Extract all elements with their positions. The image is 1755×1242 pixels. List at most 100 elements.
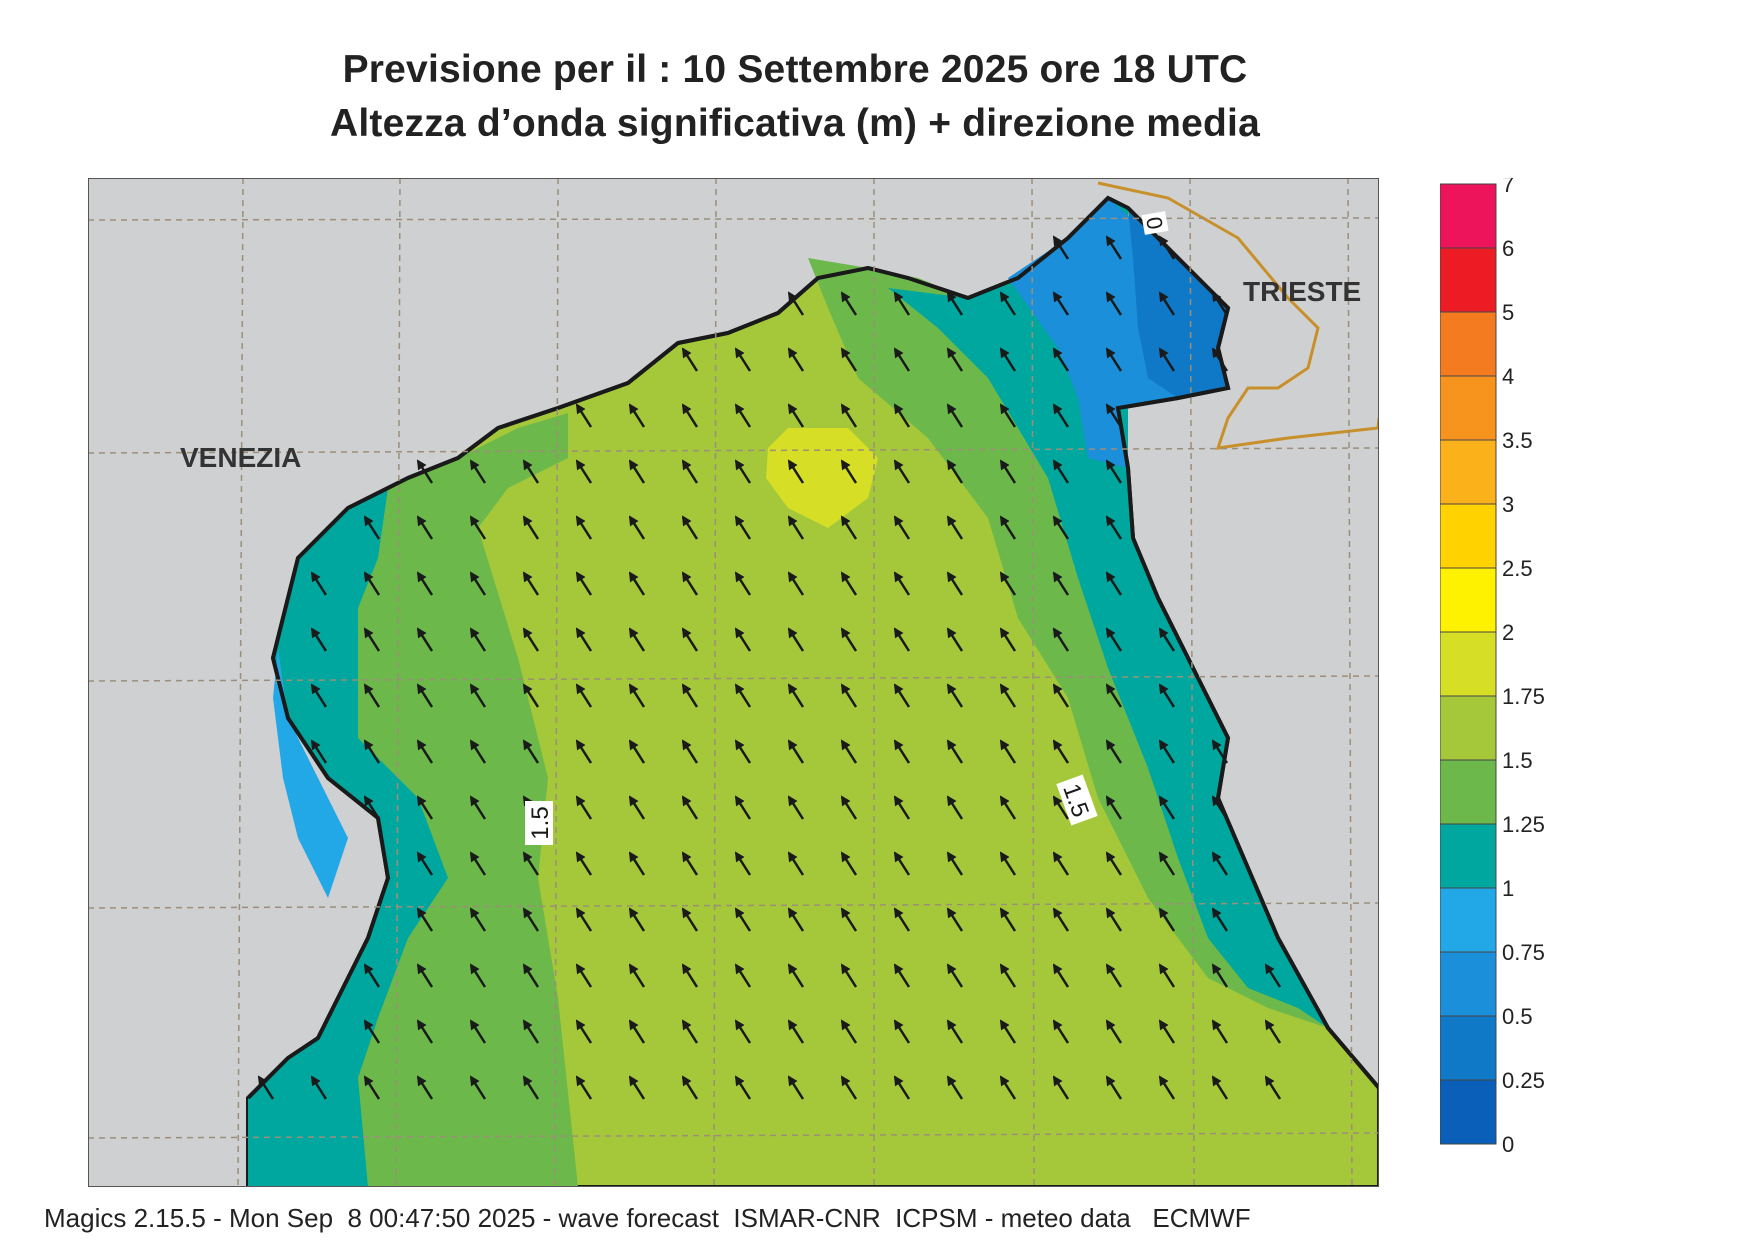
direction-arrow — [628, 571, 646, 596]
direction-arrow — [628, 851, 646, 876]
contour-label-text-left: 1.5 — [527, 806, 554, 839]
direction-arrow — [469, 515, 487, 540]
legend-tick-label: 7 — [1502, 178, 1514, 197]
direction-arrow — [416, 851, 434, 876]
direction-arrow — [522, 963, 540, 988]
direction-arrow — [1211, 291, 1229, 316]
direction-arrow — [681, 571, 699, 596]
direction-arrow — [1264, 963, 1282, 988]
direction-arrow — [1052, 347, 1070, 372]
direction-arrow — [681, 683, 699, 708]
direction-arrow — [840, 403, 858, 428]
direction-arrow — [734, 795, 752, 820]
direction-arrow — [946, 683, 964, 708]
direction-arrow — [310, 627, 328, 652]
direction-arrow — [1158, 963, 1176, 988]
direction-arrow — [416, 1075, 434, 1100]
legend-tick-label: 5 — [1502, 300, 1514, 325]
direction-arrow — [946, 1075, 964, 1100]
direction-arrow — [893, 683, 911, 708]
legend-swatch — [1440, 1079, 1497, 1145]
direction-arrow — [840, 683, 858, 708]
direction-arrow — [787, 795, 805, 820]
direction-arrow — [1052, 291, 1070, 316]
direction-arrow — [999, 571, 1017, 596]
direction-arrow — [1211, 1075, 1229, 1100]
legend-swatch — [1440, 439, 1497, 505]
direction-arrow — [469, 571, 487, 596]
direction-arrow — [575, 795, 593, 820]
direction-arrow — [787, 291, 805, 316]
legend-tick-label: 1.5 — [1502, 748, 1533, 773]
direction-arrow — [575, 963, 593, 988]
color-legend: 0 0.25 0.5 0.75 1 1.25 1.5 1.75 2 2.5 3 3.5 4 5 6 7 — [1440, 178, 1545, 1157]
direction-arrow — [310, 683, 328, 708]
direction-arrow — [1105, 459, 1123, 484]
direction-arrow — [999, 907, 1017, 932]
legend-tick-label: 6 — [1502, 236, 1514, 261]
legend-tick-label: 0.25 — [1502, 1068, 1545, 1093]
direction-arrow — [522, 851, 540, 876]
direction-arrow — [522, 907, 540, 932]
direction-arrow — [840, 627, 858, 652]
direction-arrow — [787, 907, 805, 932]
direction-arrow — [363, 1019, 381, 1044]
direction-arrow — [999, 1075, 1017, 1100]
direction-arrow — [734, 347, 752, 372]
direction-arrow — [734, 907, 752, 932]
direction-arrow — [734, 739, 752, 764]
direction-arrow — [787, 739, 805, 764]
direction-arrow — [1211, 739, 1229, 764]
direction-arrow — [628, 627, 646, 652]
direction-arrow — [681, 963, 699, 988]
direction-arrow — [734, 627, 752, 652]
direction-arrow — [628, 963, 646, 988]
direction-arrow — [1052, 683, 1070, 708]
direction-arrow — [893, 963, 911, 988]
direction-arrow — [840, 851, 858, 876]
direction-arrow — [522, 571, 540, 596]
legend-swatch — [1440, 887, 1497, 953]
direction-arrow — [1264, 1075, 1282, 1100]
direction-arrow — [893, 739, 911, 764]
band-right-0.5 — [1128, 208, 1228, 398]
direction-arrow — [628, 459, 646, 484]
direction-arrow — [416, 571, 434, 596]
direction-arrow — [840, 291, 858, 316]
direction-arrow — [416, 627, 434, 652]
direction-arrow — [575, 683, 593, 708]
direction-arrows — [257, 235, 1282, 1100]
direction-arrow — [787, 347, 805, 372]
direction-arrow — [522, 627, 540, 652]
legend-tick-label: 1.75 — [1502, 684, 1545, 709]
band-left-1.0 — [248, 488, 448, 1187]
legend-swatch — [1440, 311, 1497, 377]
direction-arrow — [1105, 963, 1123, 988]
direction-arrow — [840, 1019, 858, 1044]
direction-arrow — [575, 627, 593, 652]
direction-arrow — [840, 459, 858, 484]
direction-arrow — [1105, 627, 1123, 652]
direction-arrow — [893, 459, 911, 484]
direction-arrow — [1264, 1019, 1282, 1044]
direction-arrow — [734, 1075, 752, 1100]
direction-arrow — [681, 851, 699, 876]
title-line-1: Previsione per il : 10 Settembre 2025 or… — [342, 48, 1248, 91]
direction-arrow — [416, 795, 434, 820]
legend-tick-label: 3 — [1502, 492, 1514, 517]
graticule — [88, 178, 1379, 1187]
map-frame — [88, 178, 1379, 1187]
direction-arrow — [734, 851, 752, 876]
direction-arrow — [416, 459, 434, 484]
direction-arrow — [1105, 235, 1123, 260]
contour-label-text-top: 0 — [1141, 215, 1168, 231]
direction-arrow — [1158, 291, 1176, 316]
direction-arrow — [363, 515, 381, 540]
direction-arrow — [628, 795, 646, 820]
direction-arrow — [522, 1019, 540, 1044]
direction-arrow — [310, 1075, 328, 1100]
direction-arrow — [1105, 347, 1123, 372]
direction-arrow — [1052, 907, 1070, 932]
direction-arrow — [734, 1019, 752, 1044]
direction-arrow — [1105, 795, 1123, 820]
